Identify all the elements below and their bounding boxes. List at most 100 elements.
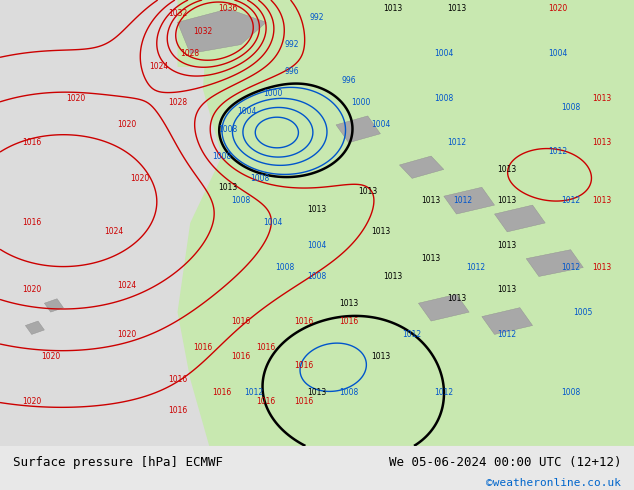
Text: 1008: 1008	[561, 102, 580, 112]
Polygon shape	[0, 0, 634, 446]
Text: 1036: 1036	[219, 4, 238, 13]
Text: 1012: 1012	[498, 330, 517, 339]
Polygon shape	[482, 308, 533, 334]
Text: 1013: 1013	[447, 4, 466, 13]
Text: 1028: 1028	[168, 98, 187, 107]
Text: 1013: 1013	[593, 263, 612, 272]
Text: 1004: 1004	[263, 219, 282, 227]
Text: 1013: 1013	[371, 352, 390, 361]
Text: 1016: 1016	[212, 388, 231, 397]
Text: 1013: 1013	[358, 187, 377, 196]
Polygon shape	[418, 294, 469, 321]
Text: 1013: 1013	[384, 4, 403, 13]
Text: 1016: 1016	[339, 317, 358, 325]
Text: 996: 996	[341, 76, 356, 85]
Text: 1020: 1020	[130, 174, 149, 183]
Text: 1008: 1008	[307, 272, 327, 281]
Text: 1013: 1013	[307, 388, 327, 397]
Text: 1000: 1000	[263, 89, 282, 98]
Text: 1028: 1028	[181, 49, 200, 58]
Text: 1013: 1013	[593, 94, 612, 102]
Text: 1012: 1012	[244, 388, 263, 397]
Text: 992: 992	[285, 40, 299, 49]
Text: 1004: 1004	[434, 49, 453, 58]
Text: 1016: 1016	[231, 317, 250, 325]
Polygon shape	[178, 9, 266, 53]
Text: 1012: 1012	[561, 196, 580, 205]
Polygon shape	[526, 250, 583, 276]
Text: 1008: 1008	[231, 196, 250, 205]
Polygon shape	[399, 156, 444, 178]
Text: 1012: 1012	[453, 196, 472, 205]
Text: 1016: 1016	[22, 219, 41, 227]
Text: 1016: 1016	[22, 138, 41, 147]
Text: 1024: 1024	[105, 227, 124, 236]
Text: 1013: 1013	[498, 165, 517, 174]
Text: 992: 992	[310, 13, 324, 23]
Text: 1013: 1013	[498, 241, 517, 250]
Text: 1004: 1004	[548, 49, 567, 58]
Text: 1020: 1020	[548, 4, 567, 13]
Text: 1012: 1012	[403, 330, 422, 339]
Polygon shape	[495, 205, 545, 232]
Text: 1020: 1020	[41, 352, 60, 361]
Text: 1016: 1016	[231, 352, 250, 361]
Text: 1012: 1012	[548, 147, 567, 156]
Text: 1013: 1013	[307, 205, 327, 214]
Text: 1013: 1013	[219, 183, 238, 192]
Text: 1016: 1016	[168, 406, 187, 415]
Text: 1012: 1012	[466, 263, 485, 272]
Text: 1016: 1016	[257, 343, 276, 352]
Text: ©weatheronline.co.uk: ©weatheronline.co.uk	[486, 478, 621, 489]
Text: 1016: 1016	[257, 397, 276, 406]
Text: 1012: 1012	[434, 388, 453, 397]
Text: 1013: 1013	[422, 254, 441, 263]
Polygon shape	[178, 0, 285, 67]
Text: 1032: 1032	[168, 9, 187, 18]
Text: 1008: 1008	[339, 388, 358, 397]
Text: 1008: 1008	[434, 94, 453, 102]
Text: 1008: 1008	[219, 125, 238, 134]
Text: 1013: 1013	[498, 285, 517, 294]
Text: 1000: 1000	[352, 98, 371, 107]
Text: 1008: 1008	[561, 388, 580, 397]
Text: 1005: 1005	[574, 308, 593, 317]
Text: 1008: 1008	[276, 263, 295, 272]
Text: 1012: 1012	[447, 138, 466, 147]
Text: 1024: 1024	[117, 281, 136, 290]
Text: 1016: 1016	[295, 397, 314, 406]
Text: 1013: 1013	[447, 294, 466, 303]
Text: 1020: 1020	[117, 330, 136, 339]
Text: 1020: 1020	[67, 94, 86, 102]
Text: 1020: 1020	[22, 397, 41, 406]
Text: 1020: 1020	[117, 121, 136, 129]
Polygon shape	[44, 299, 63, 312]
Text: 1013: 1013	[593, 138, 612, 147]
Text: 1020: 1020	[22, 285, 41, 294]
Text: 1013: 1013	[339, 299, 358, 308]
Text: 1004: 1004	[307, 241, 327, 250]
Text: 1016: 1016	[193, 343, 212, 352]
Text: 1013: 1013	[371, 227, 390, 236]
Polygon shape	[336, 116, 380, 143]
Text: 1016: 1016	[295, 361, 314, 370]
Text: 996: 996	[284, 67, 299, 76]
Text: 1016: 1016	[295, 317, 314, 325]
Text: 1013: 1013	[422, 196, 441, 205]
Text: 1012: 1012	[561, 263, 580, 272]
Text: 1013: 1013	[593, 196, 612, 205]
Text: 1004: 1004	[238, 107, 257, 116]
Text: 1008: 1008	[212, 151, 231, 161]
Text: 1013: 1013	[384, 272, 403, 281]
Text: 1024: 1024	[149, 62, 168, 72]
Polygon shape	[25, 321, 44, 334]
Text: 1032: 1032	[193, 27, 212, 36]
Text: 1013: 1013	[498, 196, 517, 205]
Polygon shape	[178, 0, 634, 446]
Text: 1016: 1016	[168, 374, 187, 384]
Text: We 05-06-2024 00:00 UTC (12+12): We 05-06-2024 00:00 UTC (12+12)	[389, 456, 621, 469]
Text: 1008: 1008	[250, 174, 269, 183]
Polygon shape	[444, 187, 495, 214]
Text: 1004: 1004	[371, 121, 390, 129]
Text: Surface pressure [hPa] ECMWF: Surface pressure [hPa] ECMWF	[13, 456, 223, 469]
